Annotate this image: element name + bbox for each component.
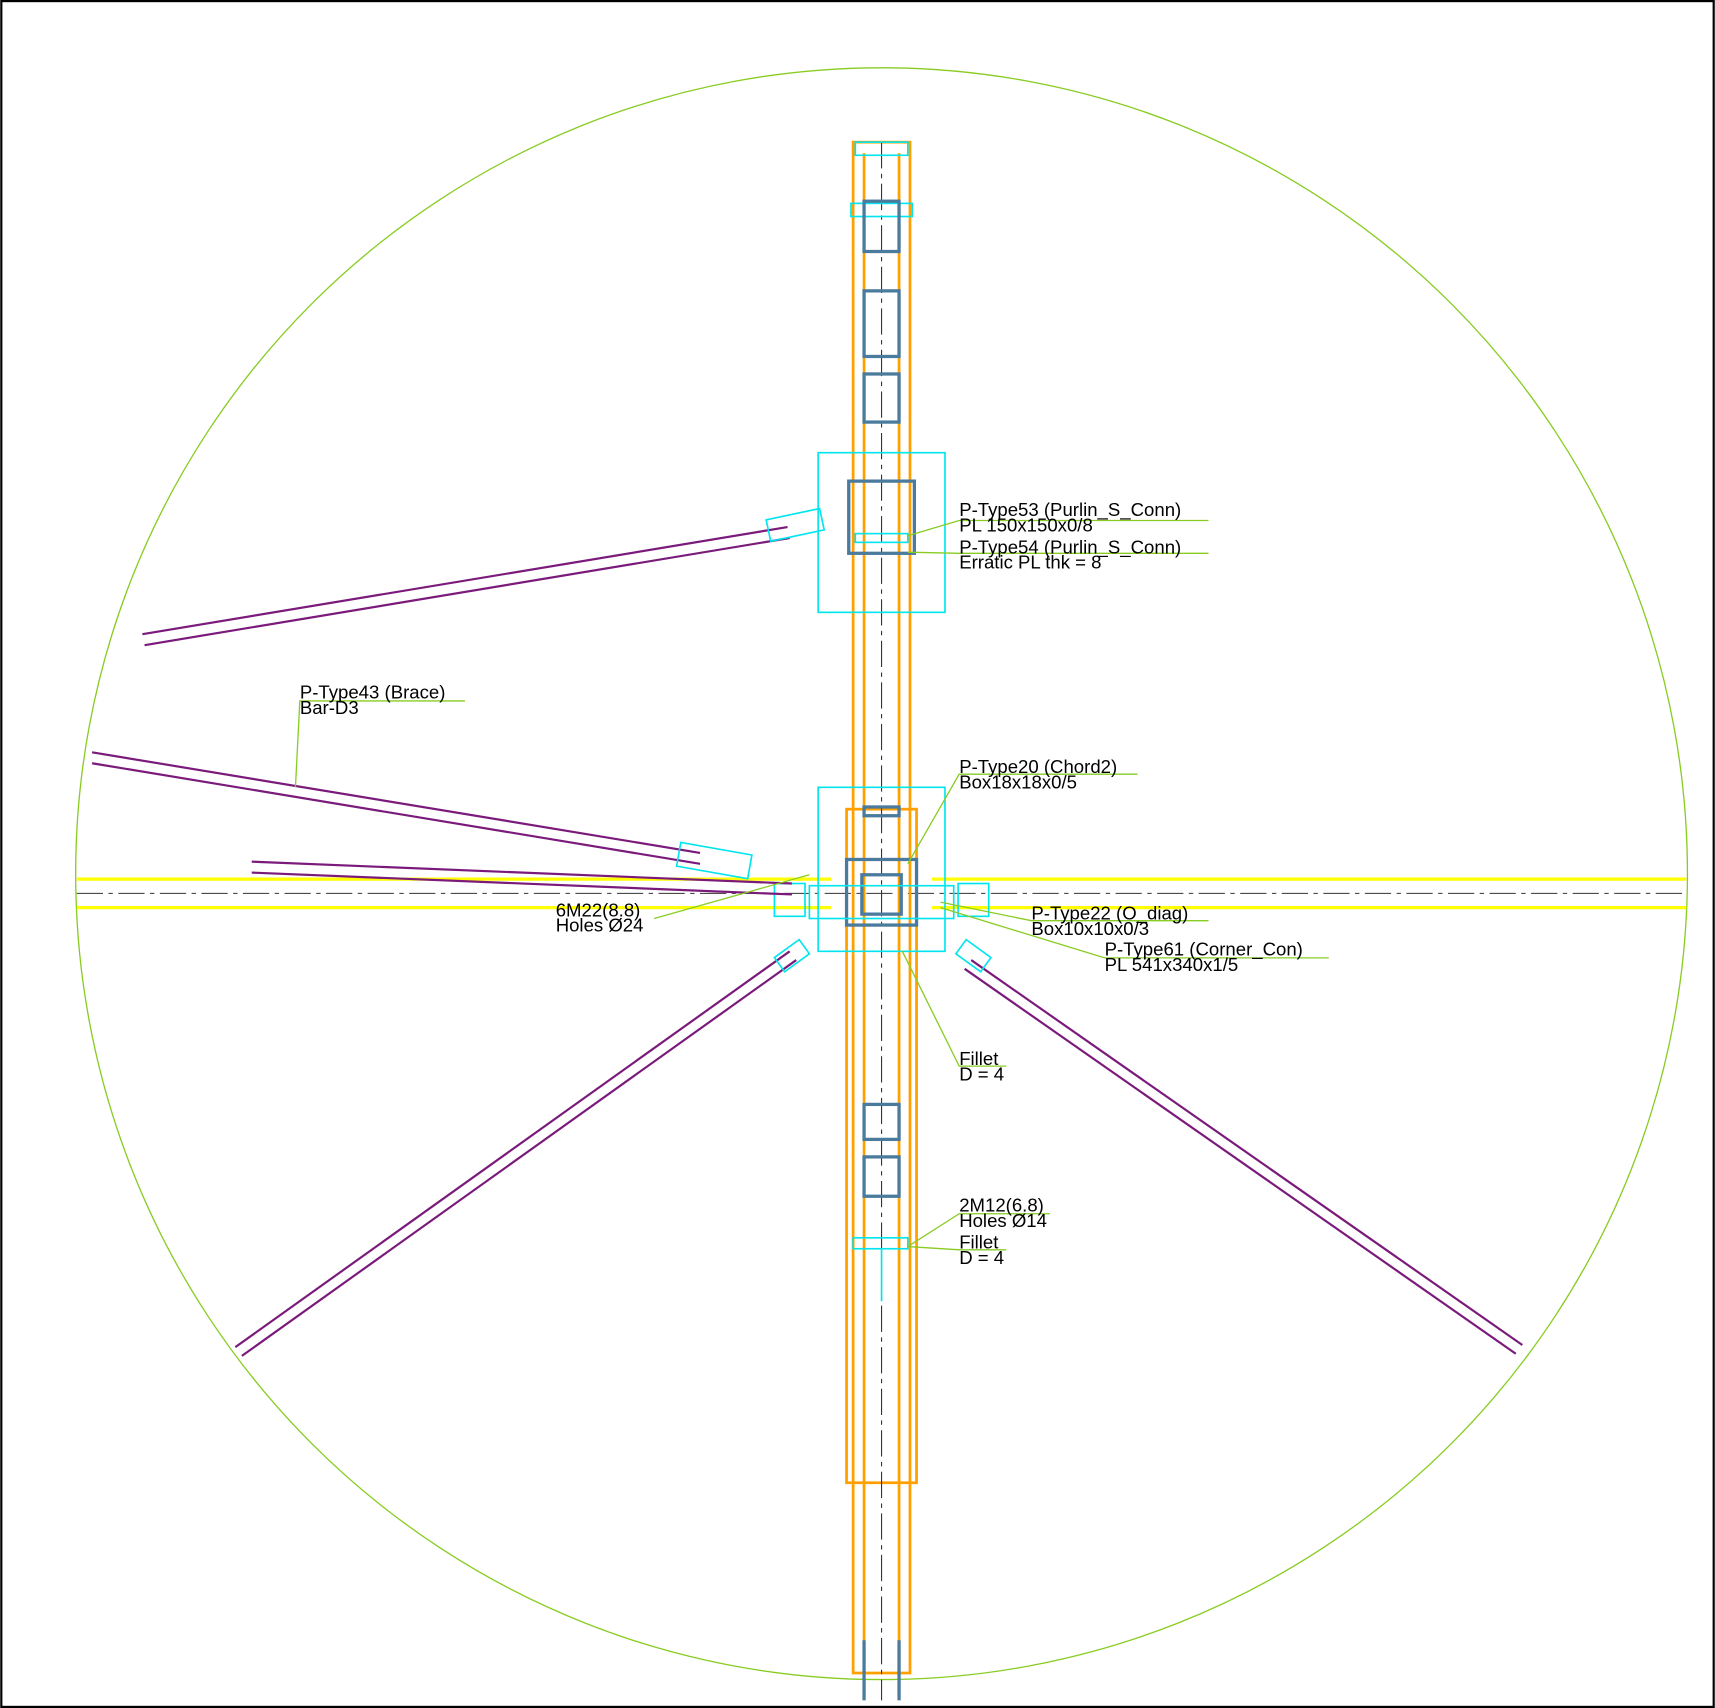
label: PL 541x340x1/5: [1105, 954, 1239, 975]
label: Box18x18x0/5: [959, 771, 1077, 792]
label: Bar-D3: [300, 697, 359, 718]
label: Erratic PL thk = 8: [959, 552, 1101, 573]
frame: [1, 1, 1713, 1707]
label: Holes Ø14: [959, 1210, 1047, 1231]
label: D = 4: [959, 1063, 1004, 1084]
drawing: P-Type53 (Purlin_S_Conn) PL 150x150x0/8 …: [0, 0, 1715, 1708]
label: Holes Ø24: [556, 915, 644, 936]
label: D = 4: [959, 1247, 1004, 1268]
label: Box10x10x0/3: [1031, 918, 1149, 939]
label: PL 150x150x0/8: [959, 514, 1093, 535]
